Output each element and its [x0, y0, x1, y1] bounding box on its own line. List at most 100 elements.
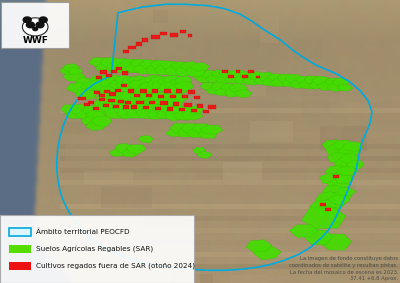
Polygon shape [338, 188, 356, 196]
Polygon shape [206, 87, 222, 94]
Polygon shape [320, 234, 352, 250]
Bar [113, 105, 119, 108]
Bar [197, 104, 203, 108]
Bar [228, 75, 234, 78]
Polygon shape [100, 80, 116, 87]
Polygon shape [66, 82, 89, 93]
Polygon shape [206, 76, 221, 82]
Polygon shape [100, 57, 121, 68]
Bar [134, 94, 140, 97]
Circle shape [36, 22, 44, 28]
Polygon shape [162, 106, 180, 115]
Polygon shape [159, 93, 177, 102]
Polygon shape [225, 89, 241, 97]
Bar [191, 109, 197, 112]
Polygon shape [197, 151, 211, 158]
Polygon shape [186, 67, 206, 76]
Polygon shape [75, 88, 98, 100]
Text: Suelos Agrícolas Regables (SAR): Suelos Agrícolas Regables (SAR) [36, 246, 153, 252]
Polygon shape [135, 85, 154, 95]
Polygon shape [152, 105, 172, 113]
Polygon shape [331, 172, 352, 182]
Polygon shape [81, 106, 101, 114]
Bar [170, 95, 176, 98]
Polygon shape [170, 62, 188, 70]
Polygon shape [106, 63, 124, 73]
Bar [325, 208, 331, 211]
Bar [152, 89, 158, 93]
Polygon shape [190, 63, 210, 71]
Polygon shape [175, 67, 196, 76]
Polygon shape [277, 74, 292, 82]
Polygon shape [85, 111, 106, 120]
Polygon shape [150, 60, 170, 69]
Polygon shape [304, 230, 332, 245]
Bar [160, 31, 167, 35]
Bar [236, 70, 240, 73]
Polygon shape [84, 80, 106, 90]
Bar [320, 203, 326, 206]
Bar [103, 104, 109, 107]
Polygon shape [109, 80, 131, 90]
Polygon shape [60, 67, 74, 75]
Bar [155, 106, 161, 110]
Bar [115, 89, 121, 92]
Circle shape [33, 27, 38, 31]
Bar [143, 106, 149, 109]
Polygon shape [137, 97, 155, 107]
Polygon shape [316, 206, 341, 217]
Polygon shape [342, 142, 363, 152]
Polygon shape [93, 104, 115, 115]
Polygon shape [133, 65, 154, 74]
Bar [9, 245, 31, 253]
Polygon shape [216, 76, 230, 84]
Polygon shape [126, 145, 146, 154]
Bar [151, 35, 160, 39]
Bar [203, 110, 209, 113]
Bar [136, 42, 142, 46]
Polygon shape [248, 71, 264, 80]
Polygon shape [163, 75, 181, 85]
Polygon shape [310, 200, 337, 212]
Polygon shape [171, 106, 190, 114]
Polygon shape [76, 78, 92, 86]
Polygon shape [126, 63, 145, 73]
Polygon shape [235, 90, 252, 98]
Polygon shape [326, 144, 350, 156]
Polygon shape [63, 72, 86, 82]
Polygon shape [338, 146, 360, 157]
Polygon shape [170, 123, 191, 132]
Polygon shape [193, 147, 205, 154]
Polygon shape [65, 110, 85, 119]
Polygon shape [181, 123, 202, 133]
Polygon shape [114, 63, 136, 72]
Text: La imagen de fondo constituye datos
coordinados de satélite y resultan pistas.
L: La imagen de fondo constituye datos coor… [289, 256, 398, 281]
Circle shape [23, 17, 31, 23]
Bar [125, 101, 131, 104]
Bar [149, 101, 155, 104]
Polygon shape [109, 149, 126, 156]
Polygon shape [118, 92, 140, 102]
Bar [116, 67, 122, 70]
Polygon shape [246, 240, 272, 252]
Bar [106, 74, 112, 77]
Polygon shape [158, 82, 180, 93]
Polygon shape [167, 84, 190, 93]
Polygon shape [165, 110, 186, 121]
Polygon shape [117, 98, 136, 107]
Polygon shape [224, 76, 242, 83]
Bar [176, 89, 182, 93]
Bar [142, 38, 148, 42]
Circle shape [26, 22, 34, 28]
Polygon shape [146, 65, 165, 74]
Polygon shape [281, 80, 296, 87]
Polygon shape [295, 76, 311, 82]
Polygon shape [298, 80, 317, 89]
Bar [121, 84, 127, 87]
Polygon shape [124, 103, 142, 113]
Polygon shape [336, 167, 358, 176]
Polygon shape [320, 173, 344, 185]
Polygon shape [88, 58, 109, 67]
Bar [146, 94, 152, 97]
Polygon shape [128, 76, 148, 84]
